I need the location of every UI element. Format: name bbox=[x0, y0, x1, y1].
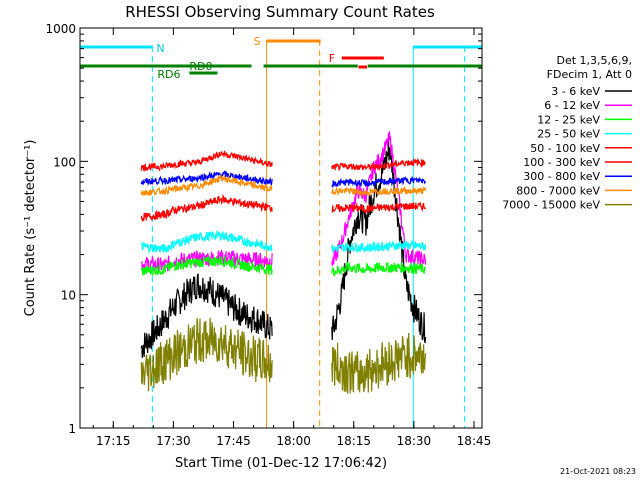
legend-label-7: 800 - 7000 keV bbox=[516, 184, 600, 197]
y-axis-ticks: 1 10 100 1000 bbox=[45, 22, 482, 436]
legend-label-4: 50 - 100 keV bbox=[530, 142, 600, 155]
series-line-7000-15000kev-1 bbox=[331, 332, 427, 394]
night-flag-label: N bbox=[156, 42, 164, 55]
y-axis-label: Count Rate (s⁻¹ detector⁻¹) bbox=[23, 140, 38, 317]
series-line-300-800kev-1 bbox=[331, 175, 427, 188]
legend-header-line-2: FDecim 1, Att 0 bbox=[547, 68, 632, 81]
series-line-50-100kev-1 bbox=[331, 202, 427, 215]
plot-frame bbox=[79, 27, 483, 429]
y-tick-label-2: 100 bbox=[53, 155, 76, 169]
x-axis-label: Start Time (01-Dec-12 17:06:42) bbox=[175, 456, 387, 471]
series-line-300-800kev-0 bbox=[140, 169, 273, 187]
legend-label-8: 7000 - 15000 keV bbox=[502, 199, 600, 212]
flare-flag-label: F bbox=[329, 52, 335, 65]
series-line-12-25kev-0 bbox=[140, 256, 273, 277]
flag-bars: N S F RD0 RD6 bbox=[80, 35, 482, 81]
legend: Det 1,3,5,6,9, FDecim 1, Att 0 3 - 6 keV… bbox=[502, 54, 632, 212]
legend-label-2: 12 - 25 keV bbox=[537, 113, 600, 126]
x-tick-label-5: 18:30 bbox=[397, 434, 432, 448]
render-timestamp: 21-Oct-2021 08:23 bbox=[560, 467, 636, 476]
series-line-100-300kev-0 bbox=[140, 150, 273, 172]
x-tick-label-1: 17:30 bbox=[156, 434, 191, 448]
series-line-25-50kev-0 bbox=[141, 230, 273, 255]
y-tick-label-0: 1 bbox=[68, 422, 76, 436]
chart-title: RHESSI Observing Summary Count Rates bbox=[125, 3, 435, 21]
y-tick-label-1: 10 bbox=[61, 289, 76, 303]
legend-label-0: 3 - 6 keV bbox=[551, 85, 600, 98]
x-axis-ticks: 17:15 17:30 17:45 18:00 18:15 18:30 18:45 bbox=[92, 28, 492, 448]
legend-label-5: 100 - 300 keV bbox=[523, 156, 600, 169]
x-tick-label-6: 18:45 bbox=[457, 434, 492, 448]
legend-label-3: 25 - 50 keV bbox=[537, 128, 600, 141]
rd6-flag-label: RD6 bbox=[157, 68, 180, 81]
series-line-12-25kev-1 bbox=[331, 260, 426, 277]
series-line-3-6kev-0 bbox=[140, 273, 273, 358]
x-tick-label-3: 18:00 bbox=[276, 434, 311, 448]
series-line-6-12kev-1 bbox=[331, 131, 427, 267]
rd0-flag-label: RD0 bbox=[189, 60, 212, 73]
series-line-800-7000kev-1 bbox=[331, 185, 427, 198]
series-line-6-12kev-0 bbox=[140, 249, 273, 274]
x-tick-label-0: 17:15 bbox=[96, 434, 131, 448]
series-line-800-7000kev-0 bbox=[140, 174, 273, 197]
y-tick-label-3: 1000 bbox=[45, 22, 76, 36]
x-tick-label-4: 18:15 bbox=[336, 434, 371, 448]
series-lines bbox=[140, 131, 427, 394]
series-line-3-6kev-1 bbox=[331, 139, 427, 344]
legend-label-6: 300 - 800 keV bbox=[523, 170, 600, 183]
series-line-100-300kev-1 bbox=[331, 157, 426, 172]
saa-flag-label: S bbox=[254, 35, 261, 48]
series-line-7000-15000kev-0 bbox=[140, 317, 273, 392]
legend-label-1: 6 - 12 keV bbox=[544, 99, 600, 112]
series-line-25-50kev-1 bbox=[331, 239, 427, 253]
series-line-50-100kev-0 bbox=[140, 193, 273, 223]
legend-header-line-1: Det 1,3,5,6,9, bbox=[556, 54, 632, 67]
x-tick-label-2: 17:45 bbox=[216, 434, 251, 448]
